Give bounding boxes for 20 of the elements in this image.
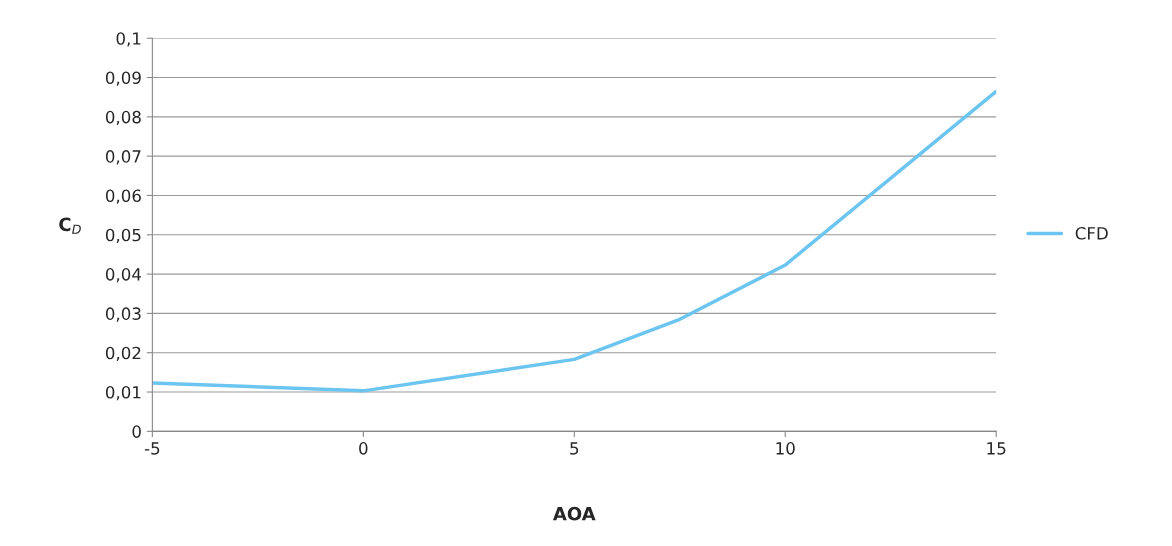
line-series xyxy=(152,89,997,393)
y-tick-label: 0,01 xyxy=(105,385,141,401)
y-tick-label: 0,04 xyxy=(105,268,142,283)
y-tick-label: 0 xyxy=(132,425,141,438)
y-tick-label: 0,02 xyxy=(105,346,141,361)
y-tick-label: 0,09 xyxy=(105,71,141,86)
y-tick-label: 0,1 xyxy=(116,32,141,47)
y-tick-label: 0,06 xyxy=(105,189,141,204)
x-axis-title: AOA xyxy=(552,506,596,521)
x-tick-label: 15 xyxy=(987,442,1006,455)
x-tick-label: 10 xyxy=(776,442,795,455)
x-tick-label: 0 xyxy=(359,442,368,455)
x-tick-label: -5 xyxy=(144,442,160,455)
y-tick-label: 0,07 xyxy=(105,150,141,165)
y-tick-label: 0,03 xyxy=(105,307,141,322)
x-tick-label: 5 xyxy=(570,442,579,455)
legend-label: CFD xyxy=(1075,227,1108,240)
y-tick-label: 0,08 xyxy=(105,110,141,126)
y-tick-label: 0,05 xyxy=(105,228,141,244)
y-axis-title: C$_{D}$ xyxy=(59,217,81,234)
